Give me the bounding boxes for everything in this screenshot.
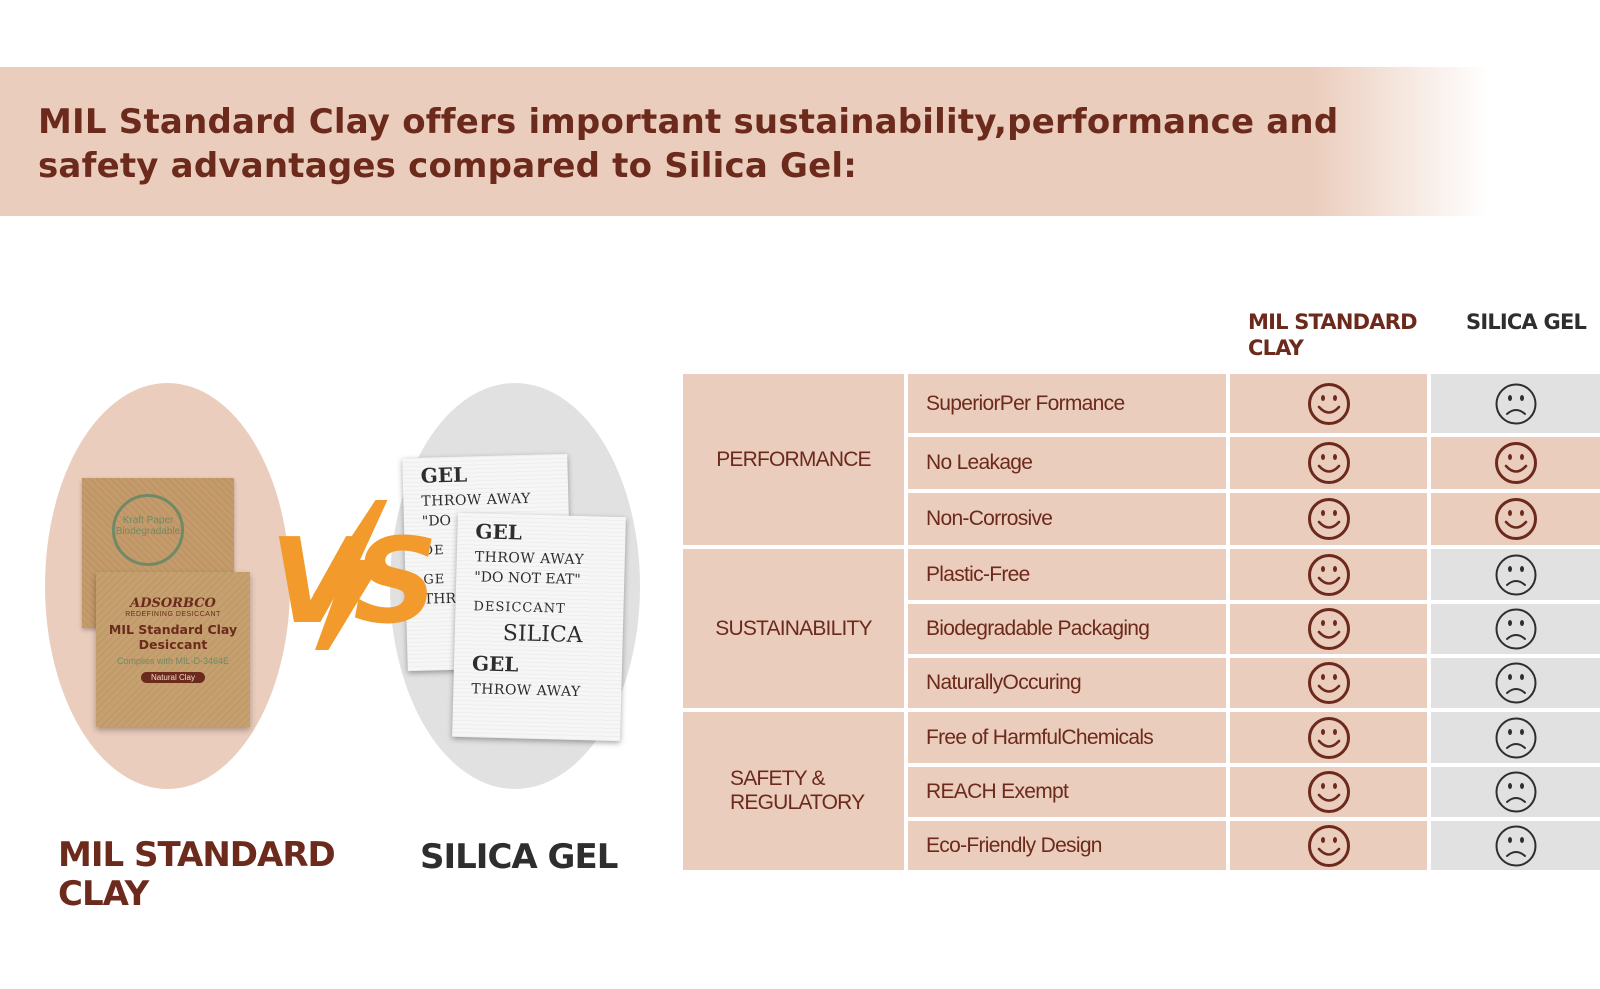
- clay-rating-cell: [1230, 712, 1427, 763]
- frowning-face-icon: [1495, 662, 1536, 704]
- vs-graphic: VS: [270, 500, 440, 650]
- vs-label: VS: [270, 512, 432, 650]
- silica-rating-cell: [1431, 437, 1600, 489]
- category-sustainability: SUSTAINABILITY: [683, 549, 904, 708]
- smiley-face-icon: [1307, 771, 1350, 813]
- silica-rating-cell: [1431, 374, 1600, 433]
- smiley-face-icon: [1307, 553, 1350, 596]
- smiley-face-icon: [1494, 442, 1537, 484]
- lightning-bolt-icon: [313, 500, 388, 650]
- category-safety-regulatory: SAFETY & REGULATORY: [683, 712, 904, 870]
- packet-name: MIL Standard Clay Desiccant: [108, 622, 238, 652]
- clay-rating-cell: [1230, 437, 1427, 489]
- smiley-face-icon: [1494, 498, 1537, 540]
- silica-rating-cell: [1431, 767, 1600, 817]
- packet-text: THROW AWAY: [474, 549, 585, 569]
- packet-text: GEL: [420, 462, 468, 488]
- silica-caption: SILICA GEL: [420, 837, 618, 877]
- packet-text: "DO NOT EAT": [474, 569, 581, 589]
- clay-rating-cell: [1230, 767, 1427, 817]
- smiley-face-icon: [1307, 662, 1350, 704]
- smiley-face-icon: [1307, 382, 1350, 425]
- feature-cell: NaturallyOccuring: [908, 658, 1226, 708]
- frowning-face-icon: [1495, 554, 1536, 595]
- feature-cell: Free of HarmfulChemicals: [908, 712, 1226, 763]
- silica-packet-front: GEL THROW AWAY "DO NOT EAT" DESICCANT SI…: [452, 512, 626, 742]
- clay-rating-cell: [1230, 658, 1427, 708]
- smiley-face-icon: [1307, 498, 1350, 540]
- clay-rating-cell: [1230, 821, 1427, 870]
- clay-caption: MIL STANDARD CLAY: [58, 835, 336, 914]
- frowning-face-icon: [1495, 383, 1536, 424]
- silica-rating-cell: [1431, 604, 1600, 654]
- clay-rating-cell: [1230, 493, 1427, 545]
- header-banner: MIL Standard Clay offers important susta…: [0, 67, 1600, 216]
- feature-cell: Biodegradable Packaging: [908, 604, 1226, 654]
- clay-rating-cell: [1230, 374, 1427, 433]
- packet-compliance: Complies with MIL-D-3464E: [116, 656, 230, 666]
- packet-text: THROW AWAY: [421, 490, 531, 510]
- feature-cell: Non-Corrosive: [908, 493, 1226, 545]
- silica-rating-cell: [1431, 549, 1600, 600]
- packet-badge: Natural Clay: [140, 672, 205, 683]
- clay-packet-front: ADSORBCO REDEFINING DESICCANT MIL Standa…: [96, 572, 250, 727]
- smiley-face-icon: [1307, 442, 1350, 484]
- silica-rating-cell: [1431, 493, 1600, 545]
- packet-text: GEL: [475, 519, 523, 545]
- feature-cell: Plastic-Free: [908, 549, 1226, 600]
- frowning-face-icon: [1495, 825, 1536, 866]
- clay-rating-cell: [1230, 549, 1427, 600]
- silica-rating-cell: [1431, 821, 1600, 870]
- silica-rating-cell: [1431, 712, 1600, 763]
- packet-tagline: REDEFINING DESICCANT: [125, 611, 221, 618]
- packet-text: SILICA: [502, 621, 583, 649]
- frowning-face-icon: [1495, 717, 1536, 758]
- smiley-face-icon: [1307, 608, 1350, 650]
- column-header-clay: MIL STANDARD CLAY: [1248, 310, 1418, 360]
- packet-text: THROW AWAY: [471, 681, 581, 701]
- smiley-face-icon: [1307, 716, 1350, 759]
- category-performance: PERFORMANCE: [683, 374, 904, 545]
- feature-cell: SuperiorPer Formance: [908, 374, 1226, 433]
- packet-text: GEL: [471, 651, 519, 677]
- kraft-paper-stamp: Kraft Paper Biodegradable: [112, 494, 184, 566]
- frowning-face-icon: [1495, 771, 1536, 813]
- packet-text: DESICCANT: [473, 599, 566, 617]
- column-header-silica: SILICA GEL: [1466, 310, 1587, 334]
- silica-rating-cell: [1431, 658, 1600, 708]
- banner-title: MIL Standard Clay offers important susta…: [38, 102, 1339, 186]
- feature-cell: REACH Exempt: [908, 767, 1226, 817]
- clay-rating-cell: [1230, 604, 1427, 654]
- feature-cell: No Leakage: [908, 437, 1226, 489]
- packet-brand: ADSORBCO: [130, 596, 216, 611]
- feature-cell: Eco-Friendly Design: [908, 821, 1226, 870]
- smiley-face-icon: [1307, 824, 1350, 867]
- frowning-face-icon: [1495, 608, 1536, 650]
